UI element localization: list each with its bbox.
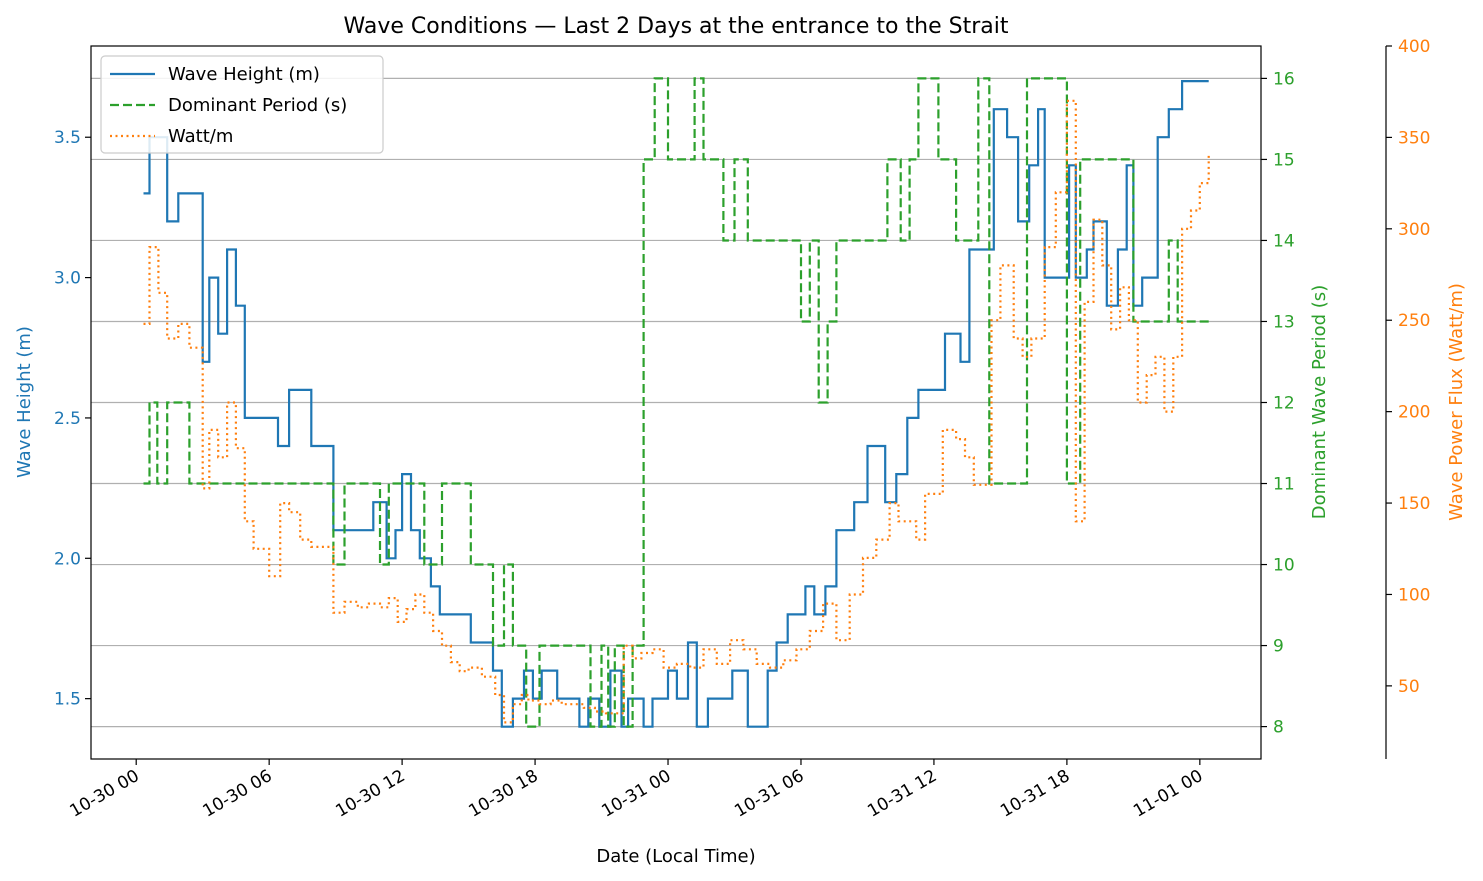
series-layer (143, 77, 1211, 728)
right1-tick-label: 15 (1273, 150, 1295, 170)
x-tick-label: 10-31 18 (997, 766, 1073, 822)
left-tick-label: 3.0 (54, 269, 81, 289)
legend-label: Wave Height (m) (168, 64, 320, 85)
left-tick-label: 1.5 (54, 690, 81, 710)
left-tick-label: 3.5 (54, 128, 81, 148)
x-axis-title: Date (Local Time) (596, 846, 755, 867)
legend: Wave Height (m) Dominant Period (s) Watt/m (100, 55, 384, 154)
left-axis-title: Wave Height (m) (14, 326, 35, 478)
legend-label: Watt/m (168, 126, 233, 147)
right2-tick-label: 400 (1398, 37, 1430, 57)
x-tick-label: 10-30 12 (332, 766, 408, 822)
x-tick-label: 10-31 00 (598, 766, 674, 822)
right2-tick-label: 150 (1398, 494, 1430, 514)
right2-tick-label: 100 (1398, 585, 1430, 605)
right2-axis-title: Wave Power Flux (Watt/m) (1446, 283, 1467, 521)
right1-tick-label: 16 (1273, 69, 1295, 89)
right2-tick-label: 350 (1398, 128, 1430, 148)
chart-title: Wave Conditions — Last 2 Days at the ent… (344, 14, 1009, 39)
x-tick-label: 10-30 00 (67, 766, 143, 822)
legend-box (100, 55, 384, 154)
right2-tick-label: 250 (1398, 311, 1430, 331)
x-tick-label: 10-30 18 (465, 766, 541, 822)
left-tick-label: 2.5 (54, 409, 81, 429)
right2-tick-label: 300 (1398, 220, 1430, 240)
x-tick-label: 10-31 06 (731, 766, 807, 822)
right1-tick-label: 11 (1273, 475, 1295, 495)
right1-axis-title: Dominant Wave Period (s) (1309, 285, 1330, 519)
x-tick-label: 10-30 06 (199, 766, 275, 822)
right2-tick-label: 200 (1398, 403, 1430, 423)
right1-tick-label: 13 (1273, 312, 1295, 332)
x-tick-label: 11-01 00 (1130, 766, 1206, 822)
left-tick-label: 2.0 (54, 549, 81, 569)
right1-tick-label: 8 (1273, 718, 1284, 738)
right1-tick-label: 12 (1273, 394, 1295, 414)
series-line-3 (143, 99, 1210, 724)
x-tick-label: 10-31 12 (864, 766, 940, 822)
right1-tick-label: 9 (1273, 637, 1284, 657)
legend-label: Dominant Period (s) (168, 95, 347, 116)
series-line-2 (143, 77, 1211, 728)
right1-tick-label: 10 (1273, 556, 1295, 576)
series-line-1 (143, 80, 1209, 728)
right1-tick-label: 14 (1273, 231, 1295, 251)
grid-layer (91, 77, 1261, 728)
right2-tick-label: 50 (1398, 677, 1420, 697)
axes-layer: 10-30 00 10-30 06 10-30 12 10-30 18 10-31 00… (54, 37, 1431, 822)
